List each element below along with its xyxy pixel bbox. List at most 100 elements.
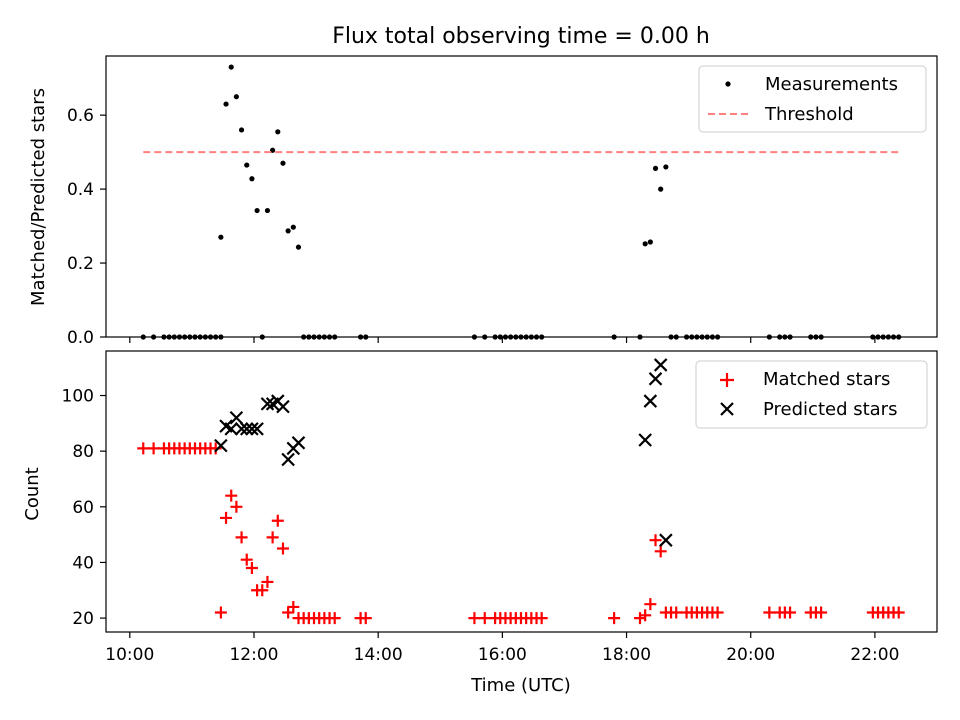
predicted-stars-point xyxy=(281,452,295,467)
matched-stars-point xyxy=(328,612,341,625)
predicted-stars-point xyxy=(229,410,244,425)
matched-stars-point xyxy=(359,612,372,625)
measurement-point xyxy=(275,129,281,135)
measurement-point xyxy=(658,186,664,192)
bottom-y-ticks: 20 40 60 80 100 xyxy=(62,387,106,629)
legend-threshold-label: Threshold xyxy=(764,104,854,125)
matched-stars-point xyxy=(271,514,284,527)
legend-matched-label: Matched stars xyxy=(763,369,890,390)
bottom-legend-box xyxy=(695,360,928,429)
measurement-point xyxy=(285,228,291,234)
matched-stars-point xyxy=(654,545,667,558)
bottom-panel: 10:00 12:00 14:00 16:00 18:00 20:00 22:00 20 40… xyxy=(22,350,938,696)
measurement-point xyxy=(233,94,239,100)
matched-stars-point xyxy=(137,442,150,455)
measurement-point xyxy=(238,127,245,133)
matched-stars-point xyxy=(225,489,238,502)
legend-measurements-marker xyxy=(725,81,731,87)
bottom-y-tick-label: 80 xyxy=(72,442,94,462)
matched-stars-point xyxy=(670,606,683,619)
predicted-stars-point xyxy=(659,533,673,547)
legend-measurements-label: Measurements xyxy=(765,74,898,95)
measurement-point xyxy=(228,64,234,70)
measurement-point xyxy=(647,239,653,245)
measurement-point xyxy=(280,160,286,166)
matched-stars-point xyxy=(784,606,797,619)
top-x-ticks xyxy=(129,337,876,343)
matched-stars-point xyxy=(209,442,222,455)
matched-stars-point xyxy=(287,600,300,613)
matched-stars-point xyxy=(266,531,279,544)
measurement-point xyxy=(223,101,229,107)
matched-stars-point xyxy=(214,606,227,619)
top-y-ticks: 0.0 0.2 0.4 0.6 xyxy=(67,106,106,348)
matched-stars-point xyxy=(815,606,828,619)
predicted-stars-point xyxy=(245,422,259,436)
measurement-point xyxy=(249,176,255,182)
bottom-legend: Matched stars Predicted stars xyxy=(695,360,928,429)
predicted-stars-point xyxy=(224,422,238,436)
measurement-point xyxy=(218,234,224,240)
bottom-x-axis-label: Time (UTC) xyxy=(470,675,571,696)
matched-stars-point xyxy=(276,542,289,555)
top-y-axis-label: Matched/Predicted stars xyxy=(28,88,49,306)
bottom-y-axis-label: Count xyxy=(22,467,43,520)
top-panel: 0.0 0.2 0.4 0.6 Matched/Predicted stars Mea… xyxy=(28,55,938,348)
top-y-tick-label: 0.0 xyxy=(67,328,94,348)
matched-stars-point xyxy=(468,612,481,625)
measurement-point xyxy=(270,147,276,153)
bottom-axes-frame xyxy=(105,350,938,633)
figure-title: Flux total observing time = 0.00 h xyxy=(332,24,710,49)
predicted-stars-point xyxy=(648,372,663,386)
predicted-stars-point xyxy=(214,438,228,453)
measurement-point xyxy=(642,241,648,247)
matched-stars-point xyxy=(711,606,724,619)
bottom-x-tick-label: 12:00 xyxy=(229,645,278,665)
matched-stars-point xyxy=(230,500,243,513)
bottom-x-tick-label: 20:00 xyxy=(726,645,775,665)
top-y-tick-label: 0.2 xyxy=(67,254,94,274)
matched-stars-point xyxy=(649,534,662,547)
legend-predicted-marker xyxy=(720,402,734,416)
bottom-x-tick-label: 16:00 xyxy=(478,645,527,665)
bottom-x-tick-label: 10:00 xyxy=(105,645,154,665)
predicted-stars-point xyxy=(260,397,275,411)
bottom-x-ticks: 10:00 12:00 14:00 16:00 18:00 20:00 22:00 xyxy=(105,632,899,665)
predicted-stars-point xyxy=(643,394,658,408)
matched-stars-point xyxy=(245,562,258,575)
measurement-point xyxy=(264,207,271,214)
top-axes-frame xyxy=(105,55,938,338)
matched-stars-point xyxy=(644,598,657,611)
bottom-y-tick-label: 20 xyxy=(72,609,94,629)
measurement-point xyxy=(663,164,669,170)
matched-stars-point xyxy=(235,531,248,544)
top-y-tick-label: 0.6 xyxy=(67,106,94,126)
measurement-point xyxy=(652,165,659,171)
bottom-y-tick-label: 100 xyxy=(62,387,94,407)
matched-stars-point xyxy=(147,442,160,455)
predicted-stars-point xyxy=(638,433,652,447)
legend-predicted-label: Predicted stars xyxy=(763,399,897,420)
bottom-x-tick-label: 18:00 xyxy=(602,645,651,665)
matched-stars-point xyxy=(240,553,253,566)
matched-stars-point xyxy=(633,612,646,625)
measurement-point xyxy=(254,207,260,214)
predicted-stars-point xyxy=(291,436,306,450)
predicted-stars-point xyxy=(250,422,264,436)
matched-stars-point xyxy=(763,606,776,619)
top-legend-box xyxy=(698,65,927,133)
bottom-x-tick-label: 14:00 xyxy=(354,645,403,665)
measurement-point xyxy=(295,244,302,250)
bottom-plot-marks xyxy=(137,358,905,625)
matched-stars-point xyxy=(535,612,548,625)
measurement-point xyxy=(290,224,296,230)
matched-stars-point xyxy=(282,606,295,619)
top-y-tick-label: 0.4 xyxy=(67,180,94,200)
bottom-y-tick-label: 60 xyxy=(72,498,94,518)
matched-stars-point xyxy=(892,606,905,619)
matched-stars-point xyxy=(478,612,491,625)
matched-stars-point xyxy=(608,612,621,625)
matched-stars-point xyxy=(261,575,274,588)
predicted-stars-point xyxy=(239,422,254,436)
